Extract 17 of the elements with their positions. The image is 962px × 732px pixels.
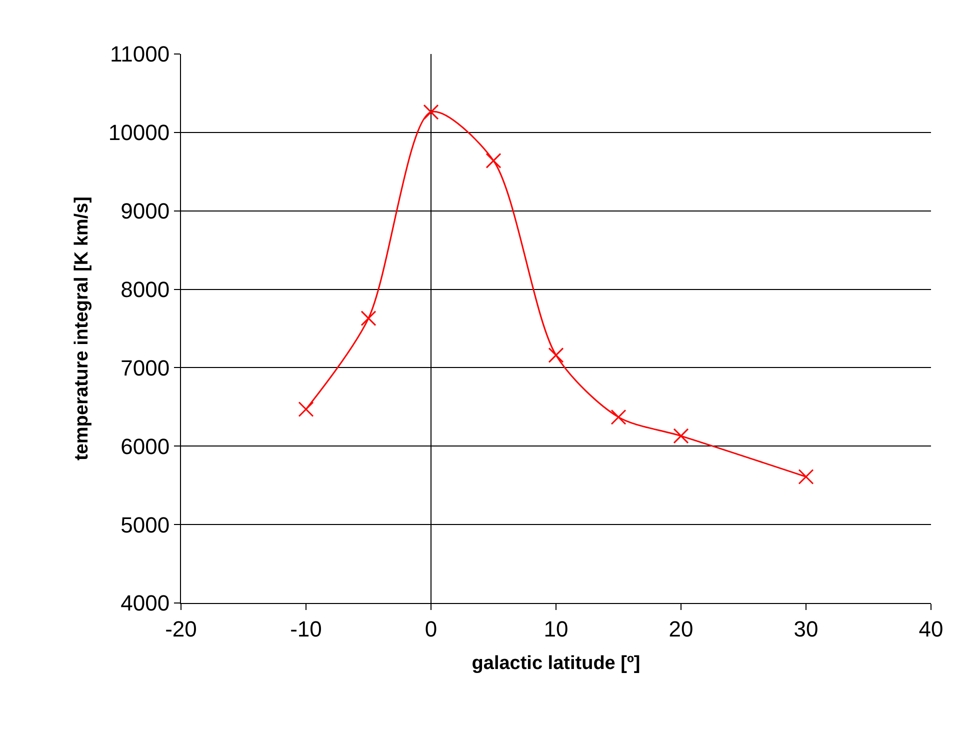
y-tick-label: 4000 — [120, 590, 170, 616]
y-tick-label: 8000 — [120, 276, 170, 302]
x-tick-label: 30 — [794, 616, 818, 642]
x-tick-label: 40 — [918, 616, 944, 642]
x-tick-label: -20 — [165, 616, 197, 642]
x-tick-label: 0 — [424, 616, 438, 642]
x-tick-label: -10 — [290, 616, 322, 642]
y-tick-label: 11000 — [110, 42, 170, 67]
y-tick-label: 5000 — [120, 512, 170, 538]
y-tick-label: 9000 — [120, 198, 170, 224]
x-tick-label: 10 — [544, 616, 568, 642]
y-tick-label: 6000 — [120, 434, 170, 459]
x-axis-title: galactic latitude [º] — [472, 653, 640, 674]
y-tick-label: 10000 — [108, 120, 170, 146]
y-tick-label: 7000 — [120, 355, 170, 380]
y-axis-title: temperature integral [K km/s] — [71, 196, 92, 460]
x-tick-label: 20 — [668, 616, 694, 642]
